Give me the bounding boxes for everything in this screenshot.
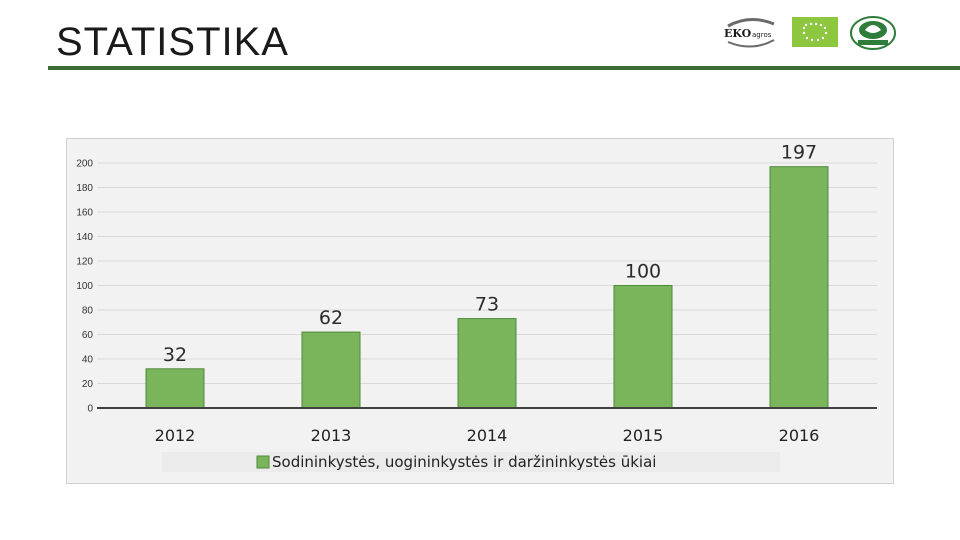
y-tick-label: 20	[82, 379, 94, 390]
data-label: 197	[781, 142, 817, 164]
x-category-label: 2012	[155, 426, 196, 445]
data-label: 32	[163, 344, 187, 366]
bar	[457, 318, 517, 409]
y-tick-label: 120	[76, 257, 93, 268]
legend-label: Sodininkystės, uogininkystės ir daržinin…	[272, 453, 656, 471]
x-category-label: 2013	[311, 426, 352, 445]
ekoagros-logo: EKO agros	[724, 18, 775, 48]
bar	[613, 285, 673, 409]
data-label: 100	[625, 261, 661, 283]
data-label: 73	[475, 294, 499, 316]
bar-chart: 0 20 40 60 80 100 120 140 160 180 200 2012 2013 2014…	[76, 142, 877, 472]
y-tick-label: 0	[87, 404, 93, 415]
x-category-label: 2015	[623, 426, 664, 445]
y-tick-label: 40	[82, 355, 94, 366]
y-tick-label: 60	[82, 330, 94, 341]
chart-panel: 0 20 40 60 80 100 120 140 160 180 200 2012 2013 2014…	[66, 138, 894, 484]
y-tick-label: 180	[76, 183, 93, 194]
page-title: STATISTIKA	[56, 20, 289, 64]
bar	[769, 166, 829, 409]
x-category-label: 2014	[467, 426, 508, 445]
svg-text:EKO: EKO	[724, 27, 752, 40]
legend-swatch	[256, 455, 270, 469]
y-tick-label: 160	[76, 208, 93, 219]
partner-logos: EKO agros	[722, 14, 902, 54]
svg-text:agros: agros	[752, 31, 772, 39]
y-tick-label: 200	[76, 159, 93, 170]
x-category-label: 2016	[779, 426, 820, 445]
data-label: 62	[319, 307, 343, 329]
y-tick-label: 100	[76, 281, 93, 292]
legend-background	[162, 452, 780, 472]
bar	[145, 368, 205, 409]
eu-organic-leaf-logo	[792, 17, 838, 47]
bar	[301, 331, 361, 409]
y-tick-label: 140	[76, 232, 93, 243]
y-tick-label: 80	[82, 306, 94, 317]
title-divider	[48, 66, 960, 70]
bio-seal-logo	[850, 16, 896, 50]
